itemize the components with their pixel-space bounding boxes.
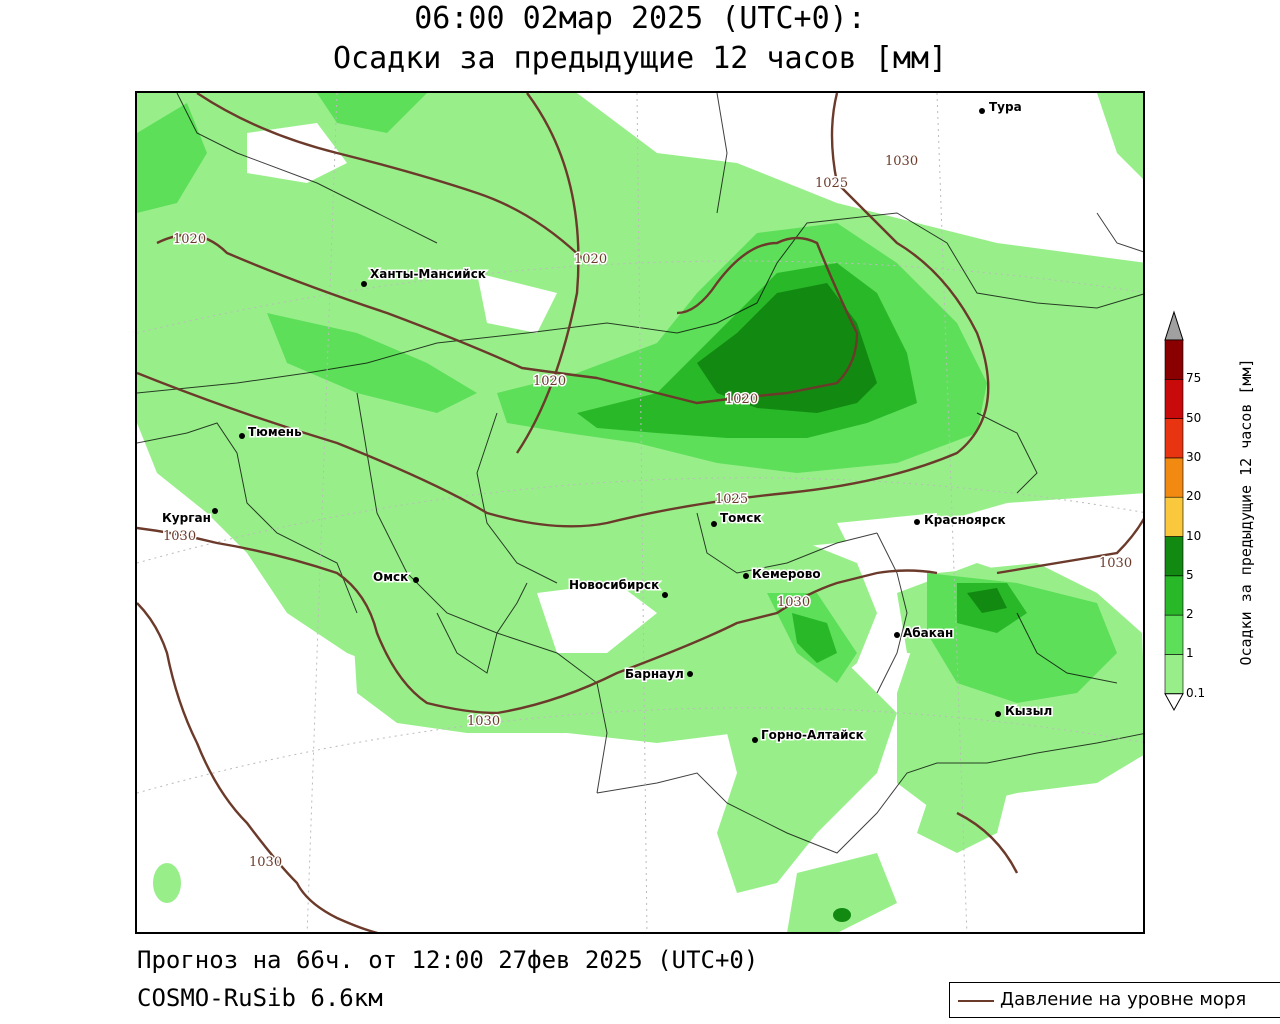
city-label: Кызыл [1005,704,1052,718]
city-dot [752,737,758,743]
city-dot [894,632,900,638]
precip-very-heavy-areas [697,283,1007,922]
isobar-label: 1030 [467,714,500,729]
colorbar-underflow [1164,693,1184,712]
isobar-labels: 1030 1025 1020 1020 1020 1020 1025 1030 … [162,153,1134,872]
city-dot [212,508,218,514]
colorbar-title: Осадки за предыдущие 12 часов [мм] [1237,358,1255,666]
isobar-label: 1020 [173,232,206,247]
colorbar-segment [1164,496,1184,537]
map-canvas: 1030 1025 1020 1020 1020 1020 1025 1030 … [137,93,1143,932]
colorbar-segment [1164,654,1184,694]
city-label: Курган [162,511,211,525]
city-label: Томск [720,511,762,525]
isobar-label: 1030 [885,154,918,169]
city-abakan: Абакан [894,625,955,642]
isobar-label: 1025 [815,176,848,191]
city-krasnoyarsk: Красноярск [914,512,1007,529]
city-tyumen: Тюмень [239,424,304,441]
isobar-label: 1030 [249,855,282,870]
isobar-label: 1030 [1099,556,1132,571]
city-label: Тура [989,100,1022,114]
city-dot [979,108,985,114]
precip-gaps [247,123,1137,653]
colorbar-segment [1164,457,1184,498]
pressure-legend-label: Давление на уровне моря [1000,989,1247,1010]
colorbar-segment [1164,418,1184,459]
city-dot [711,521,717,527]
city-label: Абакан [903,626,953,640]
city-omsk: Омск [372,569,419,586]
city-label: Барнаул [625,667,684,681]
city-label: Кемерово [752,567,821,581]
model-name: COSMO-RuSib 6.6км [137,984,383,1012]
city-gorno-altaysk: Горно-Алтайск [752,727,865,744]
city-dot [914,519,920,525]
city-barnaul: Барнаул [624,666,693,683]
city-label: Тюмень [248,425,302,439]
colorbar-segment [1164,575,1184,616]
city-dot [239,433,245,439]
isobar-label: 1020 [574,252,607,267]
city-dot [743,573,749,579]
colorbar-segment [1164,536,1184,577]
colorbar-tick-label: 1 [1186,646,1194,661]
isobar-label: 1020 [725,392,758,407]
city-dot [662,592,668,598]
city-kyzyl: Кызыл [995,703,1054,720]
city-label: Новосибирск [569,578,659,592]
city-kurgan: Курган [161,508,218,527]
pressure-legend: Давление на уровне моря [949,982,1280,1018]
pressure-legend-line [958,1000,994,1002]
colorbar-tick-label: 5 [1186,567,1194,582]
colorbar-tick-label: 2 [1186,607,1194,622]
colorbar-overflow [1164,310,1184,341]
city-label: Горно-Алтайск [761,728,864,742]
isobar-label: 1030 [777,595,810,610]
city-tomsk: Томск [711,510,763,527]
city-tura: Тура [979,99,1023,116]
colorbar-tick-label: 75 [1186,371,1202,386]
isobar-label: 1030 [163,529,196,544]
precipitation-map: 1030 1025 1020 1020 1020 1020 1025 1030 … [135,91,1145,934]
city-dot [361,281,367,287]
colorbar-tick-label: 0.1 [1186,685,1206,700]
city-dot [687,671,693,677]
colorbar-segment [1164,379,1184,419]
city-label: Омск [373,570,408,584]
colorbar-segments [1164,310,1184,712]
region-borders [137,93,1143,854]
forecast-info: Прогноз на 66ч. от 12:00 27фев 2025 (UTC… [137,946,759,974]
map-title-line2: Осадки за предыдущие 12 часов [мм] [332,41,948,76]
city-kemerovo: Кемерово [743,566,822,583]
isobar-label: 1020 [533,374,566,389]
colorbar-tick-label: 50 [1186,410,1202,425]
city-dot [413,577,419,583]
graticule [137,93,1143,932]
colorbar-segment [1164,339,1184,380]
colorbar-segment [1164,614,1184,655]
cities: Тура Ханты-Мансийск Тюмень Курган Омск Н… [161,99,1054,744]
city-novosibirsk: Новосибирск [568,577,668,598]
isobar-label: 1025 [715,492,748,507]
colorbar-tick-label: 20 [1186,489,1202,504]
colorbar-tick-label: 10 [1186,528,1202,543]
isobars [137,93,1143,932]
city-label: Красноярск [924,513,1006,527]
colorbar-tick-label: 30 [1186,449,1202,464]
precipitation-colorbar [1164,310,1184,712]
map-title-line1: 06:00 02мар 2025 (UTC+0): [414,1,866,36]
city-khanty-mansiysk: Ханты-Мансийск [361,266,487,287]
city-label: Ханты-Мансийск [370,267,486,281]
city-dot [995,711,1001,717]
